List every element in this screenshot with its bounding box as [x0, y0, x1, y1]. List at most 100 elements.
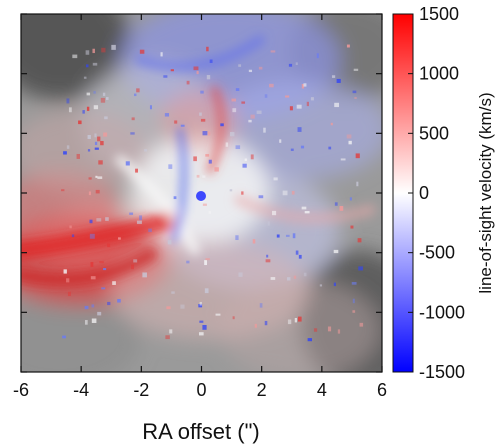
map-speckle: [349, 197, 352, 201]
map-speckle: [100, 97, 106, 103]
map-speckle: [105, 217, 109, 221]
colorbar-ticks: [408, 13, 413, 373]
map-speckle: [200, 118, 206, 122]
map-speckle: [180, 304, 185, 309]
map-speckle: [307, 338, 313, 342]
map-speckle: [267, 221, 270, 226]
map-speckle: [92, 48, 95, 54]
map-speckle: [101, 287, 106, 290]
map-speckle: [167, 240, 172, 245]
map-speckle: [139, 215, 143, 221]
map-speckle: [256, 110, 262, 114]
map-speckle: [205, 258, 210, 261]
map-speckle: [316, 53, 319, 59]
map-speckle: [118, 237, 121, 240]
map-speckle: [170, 69, 174, 72]
map-speckle: [357, 238, 362, 243]
map-speckle: [169, 329, 173, 334]
map-speckle: [66, 98, 70, 104]
map-speckle: [180, 124, 185, 127]
map-speckle: [232, 108, 237, 113]
map-speckle: [294, 317, 297, 323]
map-speckle: [165, 335, 170, 340]
map-speckle: [293, 275, 297, 279]
map-speckle: [82, 110, 85, 114]
map-speckle: [95, 175, 98, 178]
map-speckle: [352, 298, 355, 304]
map-speckle: [88, 191, 91, 196]
map-speckle: [353, 68, 359, 71]
map-speckle: [209, 59, 213, 63]
map-speckle: [66, 278, 70, 283]
map-speckle: [86, 106, 90, 111]
map-speckle: [296, 104, 302, 109]
map-speckle: [199, 301, 202, 306]
map-speckle: [83, 76, 87, 79]
map-speckle: [134, 93, 137, 97]
map-speckle: [112, 281, 116, 285]
x-tick-label: 2: [257, 380, 267, 400]
map-speckle: [279, 139, 282, 143]
map-speckle: [91, 304, 95, 308]
map-speckle: [334, 202, 338, 206]
map-speckle: [229, 132, 235, 137]
map-speckle: [298, 254, 302, 259]
map-speckle: [199, 320, 204, 323]
map-speckle: [91, 318, 97, 323]
map-speckle: [333, 282, 337, 287]
map-speckle: [186, 80, 190, 85]
map-speckle: [265, 259, 271, 263]
map-speckle: [76, 153, 80, 159]
map-speckle: [339, 206, 344, 211]
map-speckle: [272, 210, 277, 216]
map-speckle: [214, 167, 219, 172]
map-speckle: [93, 91, 96, 94]
map-speckle: [215, 313, 221, 316]
map-speckle: [204, 288, 209, 294]
map-speckle: [62, 335, 66, 339]
map-speckle: [235, 88, 240, 91]
map-speckle: [69, 225, 72, 229]
map-speckle: [205, 154, 210, 157]
map-speckle: [285, 95, 290, 98]
map-speckle: [352, 90, 357, 94]
map-speckle: [250, 154, 254, 160]
map-speckle: [87, 149, 91, 152]
map-speckle: [93, 105, 99, 110]
map-speckle: [290, 148, 294, 151]
x-tick-label: 6: [377, 380, 387, 400]
map-speckle: [208, 159, 212, 164]
map-speckle: [105, 97, 109, 100]
map-speckle: [102, 92, 106, 96]
map-speckle: [350, 225, 354, 229]
map-speckle: [300, 145, 305, 149]
map-speckle: [202, 325, 207, 330]
map-speckle: [331, 75, 336, 78]
map-streak: [206, 86, 226, 174]
map-speckle: [292, 233, 296, 239]
map-speckle: [264, 94, 268, 98]
map-speckle: [103, 268, 107, 271]
map-speckle: [336, 78, 341, 83]
map-speckle: [63, 269, 67, 274]
map-speckle: [142, 272, 147, 278]
map-speckle: [148, 228, 152, 233]
map-speckle: [149, 105, 152, 110]
map-speckle: [208, 131, 211, 136]
map-speckle: [89, 233, 95, 239]
map-speckle: [193, 66, 199, 71]
map-speckle: [306, 101, 309, 107]
map-speckle: [297, 127, 302, 132]
map-speckle: [354, 96, 357, 100]
map-region: [21, 290, 140, 372]
map-speckle: [301, 83, 305, 89]
map-speckle: [241, 101, 246, 104]
map-speckle: [295, 250, 299, 255]
map-speckle: [92, 62, 98, 66]
map-speckle: [71, 234, 75, 238]
colorbar-tick-labels: 1500 1000 500 0 -500 -1000 -1500: [419, 4, 465, 382]
map-speckle: [229, 189, 233, 192]
map-speckle: [327, 326, 332, 332]
map-speckle: [97, 176, 103, 179]
map-speckle: [163, 75, 168, 78]
